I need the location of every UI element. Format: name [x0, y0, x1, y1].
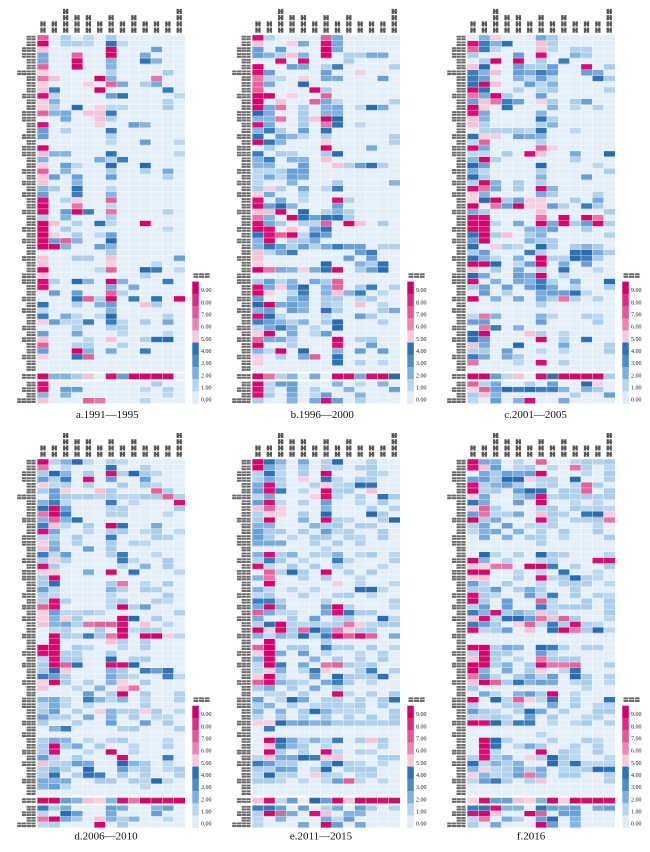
svg-text:e.2011—2015: e.2011—2015	[290, 831, 353, 843]
svg-text:4.00: 4.00	[631, 349, 642, 355]
svg-text:9.00: 9.00	[416, 288, 427, 294]
svg-text:5.00: 5.00	[631, 337, 642, 343]
svg-text:1.00: 1.00	[631, 810, 642, 816]
svg-text:5.00: 5.00	[416, 337, 427, 343]
svg-text:2.00: 2.00	[201, 797, 212, 803]
svg-text:7.00: 7.00	[201, 737, 212, 743]
svg-text:2.00: 2.00	[416, 373, 427, 379]
svg-text:2.00: 2.00	[631, 797, 642, 803]
svg-text:8.00: 8.00	[201, 300, 212, 306]
svg-text:3.00: 3.00	[201, 785, 212, 791]
svg-text:2.00: 2.00	[201, 373, 212, 379]
svg-text:2.00: 2.00	[416, 797, 427, 803]
svg-text:9.00: 9.00	[201, 712, 212, 718]
svg-text:1.00: 1.00	[201, 385, 212, 391]
svg-text:0.00: 0.00	[631, 398, 642, 404]
svg-text:9.00: 9.00	[416, 712, 427, 718]
svg-text:4.00: 4.00	[416, 349, 427, 355]
svg-text:4.00: 4.00	[416, 773, 427, 779]
svg-text:8.00: 8.00	[201, 724, 212, 730]
svg-text:9.00: 9.00	[201, 288, 212, 294]
svg-text:7.00: 7.00	[631, 312, 642, 318]
svg-text:6.00: 6.00	[631, 749, 642, 755]
svg-text:6.00: 6.00	[416, 325, 427, 331]
svg-text:6.00: 6.00	[631, 325, 642, 331]
svg-text:8.00: 8.00	[416, 300, 427, 306]
svg-text:4.00: 4.00	[201, 773, 212, 779]
svg-text:1.00: 1.00	[416, 385, 427, 391]
svg-text:3.00: 3.00	[631, 785, 642, 791]
svg-text:3.00: 3.00	[416, 785, 427, 791]
svg-text:8.00: 8.00	[631, 724, 642, 730]
svg-text:7.00: 7.00	[416, 737, 427, 743]
svg-text:0.00: 0.00	[416, 822, 427, 828]
svg-text:d.2006—2010: d.2006—2010	[74, 831, 138, 843]
svg-text:6.00: 6.00	[201, 325, 212, 331]
svg-text:b.1996—2000: b.1996—2000	[291, 409, 355, 421]
svg-text:5.00: 5.00	[631, 761, 642, 767]
svg-text:1.00: 1.00	[416, 810, 427, 816]
svg-text:0.00: 0.00	[416, 398, 427, 404]
svg-text:5.00: 5.00	[416, 761, 427, 767]
svg-text:4.00: 4.00	[201, 349, 212, 355]
svg-text:1.00: 1.00	[631, 385, 642, 391]
svg-text:c.2001—2005: c.2001—2005	[504, 409, 567, 421]
svg-text:5.00: 5.00	[201, 761, 212, 767]
svg-text:8.00: 8.00	[631, 300, 642, 306]
svg-text:3.00: 3.00	[201, 361, 212, 367]
svg-text:6.00: 6.00	[416, 749, 427, 755]
svg-text:3.00: 3.00	[631, 361, 642, 367]
svg-text:9.00: 9.00	[631, 288, 642, 294]
svg-text:4.00: 4.00	[631, 773, 642, 779]
svg-text:7.00: 7.00	[201, 312, 212, 318]
svg-text:2.00: 2.00	[631, 373, 642, 379]
svg-text:9.00: 9.00	[631, 712, 642, 718]
svg-text:3.00: 3.00	[416, 361, 427, 367]
svg-text:0.00: 0.00	[631, 822, 642, 828]
svg-text:f.2016: f.2016	[517, 831, 546, 843]
svg-text:5.00: 5.00	[201, 337, 212, 343]
svg-text:1.00: 1.00	[201, 810, 212, 816]
svg-text:a.1991—1995: a.1991—1995	[76, 409, 139, 421]
svg-text:7.00: 7.00	[416, 312, 427, 318]
svg-text:0.00: 0.00	[201, 822, 212, 828]
svg-text:8.00: 8.00	[416, 724, 427, 730]
svg-text:0.00: 0.00	[201, 398, 212, 404]
svg-text:6.00: 6.00	[201, 749, 212, 755]
svg-text:7.00: 7.00	[631, 737, 642, 743]
